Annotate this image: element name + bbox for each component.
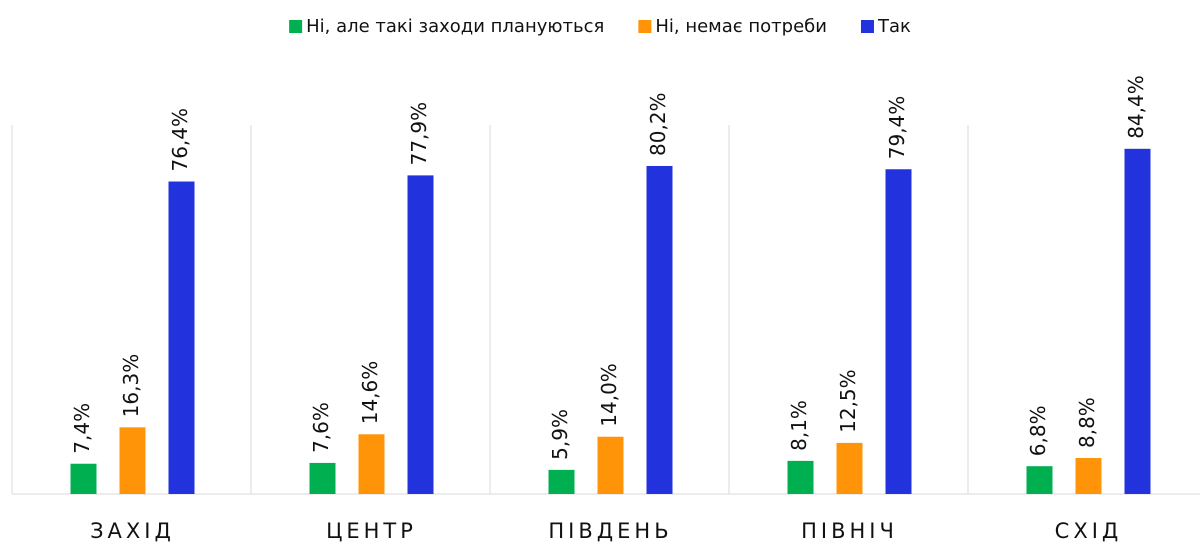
legend-swatch <box>289 20 303 33</box>
x-tick-label: ЗАХІД <box>90 519 175 543</box>
bar <box>358 434 385 494</box>
bar <box>1026 466 1053 494</box>
data-label: 80,2% <box>646 92 670 156</box>
legend-swatch <box>638 20 652 33</box>
data-label: 7,4% <box>70 403 94 454</box>
bar <box>407 175 434 494</box>
bar <box>119 427 146 494</box>
data-label: 7,6% <box>309 402 333 453</box>
data-label: 77,9% <box>407 102 431 166</box>
bar <box>168 181 195 495</box>
bar <box>1075 458 1102 494</box>
data-label: 12,5% <box>836 369 860 433</box>
legend-swatch <box>860 20 874 33</box>
bar <box>309 462 336 494</box>
legend-label: Так <box>877 16 911 37</box>
data-label: 16,3% <box>119 354 143 418</box>
data-label: 8,8% <box>1075 397 1099 448</box>
data-label: 5,9% <box>548 409 572 460</box>
legend-label: Ні, немає потреби <box>655 16 827 37</box>
bar <box>646 165 673 494</box>
data-label: 14,0% <box>597 363 621 427</box>
bar <box>1124 148 1151 494</box>
legend-label: Ні, але такі заходи плануються <box>306 16 604 37</box>
data-label: 6,8% <box>1026 405 1050 456</box>
data-label: 84,4% <box>1124 75 1148 139</box>
data-label: 79,4% <box>885 96 909 160</box>
bar <box>70 463 97 494</box>
bar <box>597 436 624 494</box>
x-tick-label: ПІВНІЧ <box>801 519 898 543</box>
x-tick-label: ЦЕНТР <box>326 519 417 543</box>
x-tick-label: СХІД <box>1055 519 1123 543</box>
bar <box>787 460 814 494</box>
bar <box>885 169 912 494</box>
x-tick-label: ПІВДЕНЬ <box>548 519 672 543</box>
bar <box>548 469 575 494</box>
data-label: 76,4% <box>168 108 192 172</box>
data-label: 14,6% <box>358 361 382 425</box>
bar <box>836 442 863 494</box>
data-label: 8,1% <box>787 400 811 451</box>
